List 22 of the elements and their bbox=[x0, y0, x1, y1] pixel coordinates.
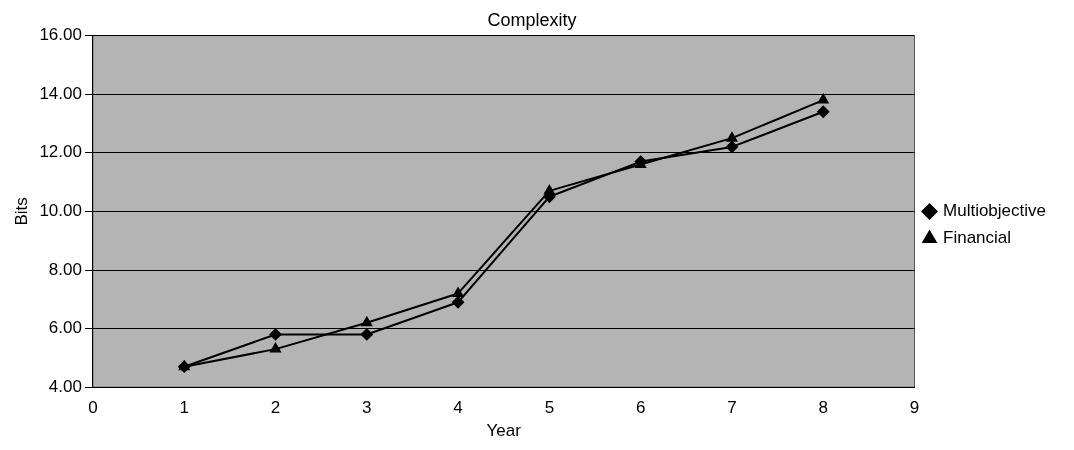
y-tick-label: 4.00 bbox=[48, 376, 82, 396]
y-tick-label: 12.00 bbox=[39, 142, 82, 162]
x-tick-label: 6 bbox=[635, 398, 646, 418]
chart-title: Complexity bbox=[487, 9, 577, 30]
y-tick-label: 8.00 bbox=[48, 259, 82, 279]
x-tick-label: 8 bbox=[818, 398, 828, 418]
y-tick-label: 16.00 bbox=[39, 25, 82, 45]
y-tick-label: 10.00 bbox=[39, 201, 82, 221]
x-tick-label: 4 bbox=[453, 398, 463, 418]
x-tick-label: 0 bbox=[88, 398, 98, 418]
x-axis-title: Year bbox=[486, 421, 522, 441]
x-tick-label: 3 bbox=[362, 398, 372, 418]
y-axis-title: Bits bbox=[11, 197, 31, 226]
legend-label: Multiobjective bbox=[943, 201, 1047, 221]
x-tick-label: 1 bbox=[179, 398, 189, 418]
y-tick-label: 14.00 bbox=[39, 83, 82, 103]
legend-label: Financial bbox=[943, 228, 1012, 248]
y-tick-label: 6.00 bbox=[48, 318, 82, 338]
x-tick-label: 7 bbox=[727, 398, 737, 418]
x-tick-label: 9 bbox=[909, 398, 920, 418]
x-tick-label: 2 bbox=[270, 398, 281, 418]
x-tick-label: 5 bbox=[544, 398, 555, 418]
